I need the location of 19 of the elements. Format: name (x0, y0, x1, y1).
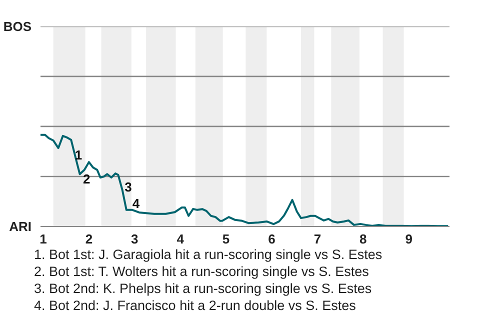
annotation: 1 (74, 148, 82, 163)
x-tick-label: 5 (222, 232, 230, 246)
x-tick-label: 9 (405, 232, 412, 246)
x-tick-label: 7 (314, 232, 322, 246)
x-tick-label: 4 (176, 232, 185, 246)
text: BOS (3, 19, 32, 34)
x-tick-label: 1 (40, 232, 47, 246)
text: 1. Bot 1st: J. Garagiola hit a run-scoring single vs S. Estes (34, 247, 382, 262)
text: ARI (9, 219, 32, 234)
annotation: 4 (132, 196, 140, 212)
text: 4. Bot 2nd: J. Francisco hit a 2-run double vs S. Estes (34, 298, 356, 313)
x-tick-label: 2 (85, 232, 93, 246)
annotation: 3 (124, 180, 132, 195)
text: 3. Bot 2nd: K. Phelps hit a run-scoring single vs S. Estes (34, 281, 372, 296)
x-tick-label: 6 (268, 232, 276, 246)
x-tick-label: 3 (131, 232, 138, 246)
text: 2. Bot 1st: T. Wolters hit a run-scoring single vs S. Estes (34, 264, 369, 279)
annotation: 2 (83, 171, 90, 186)
x-tick-label: 8 (360, 232, 367, 246)
